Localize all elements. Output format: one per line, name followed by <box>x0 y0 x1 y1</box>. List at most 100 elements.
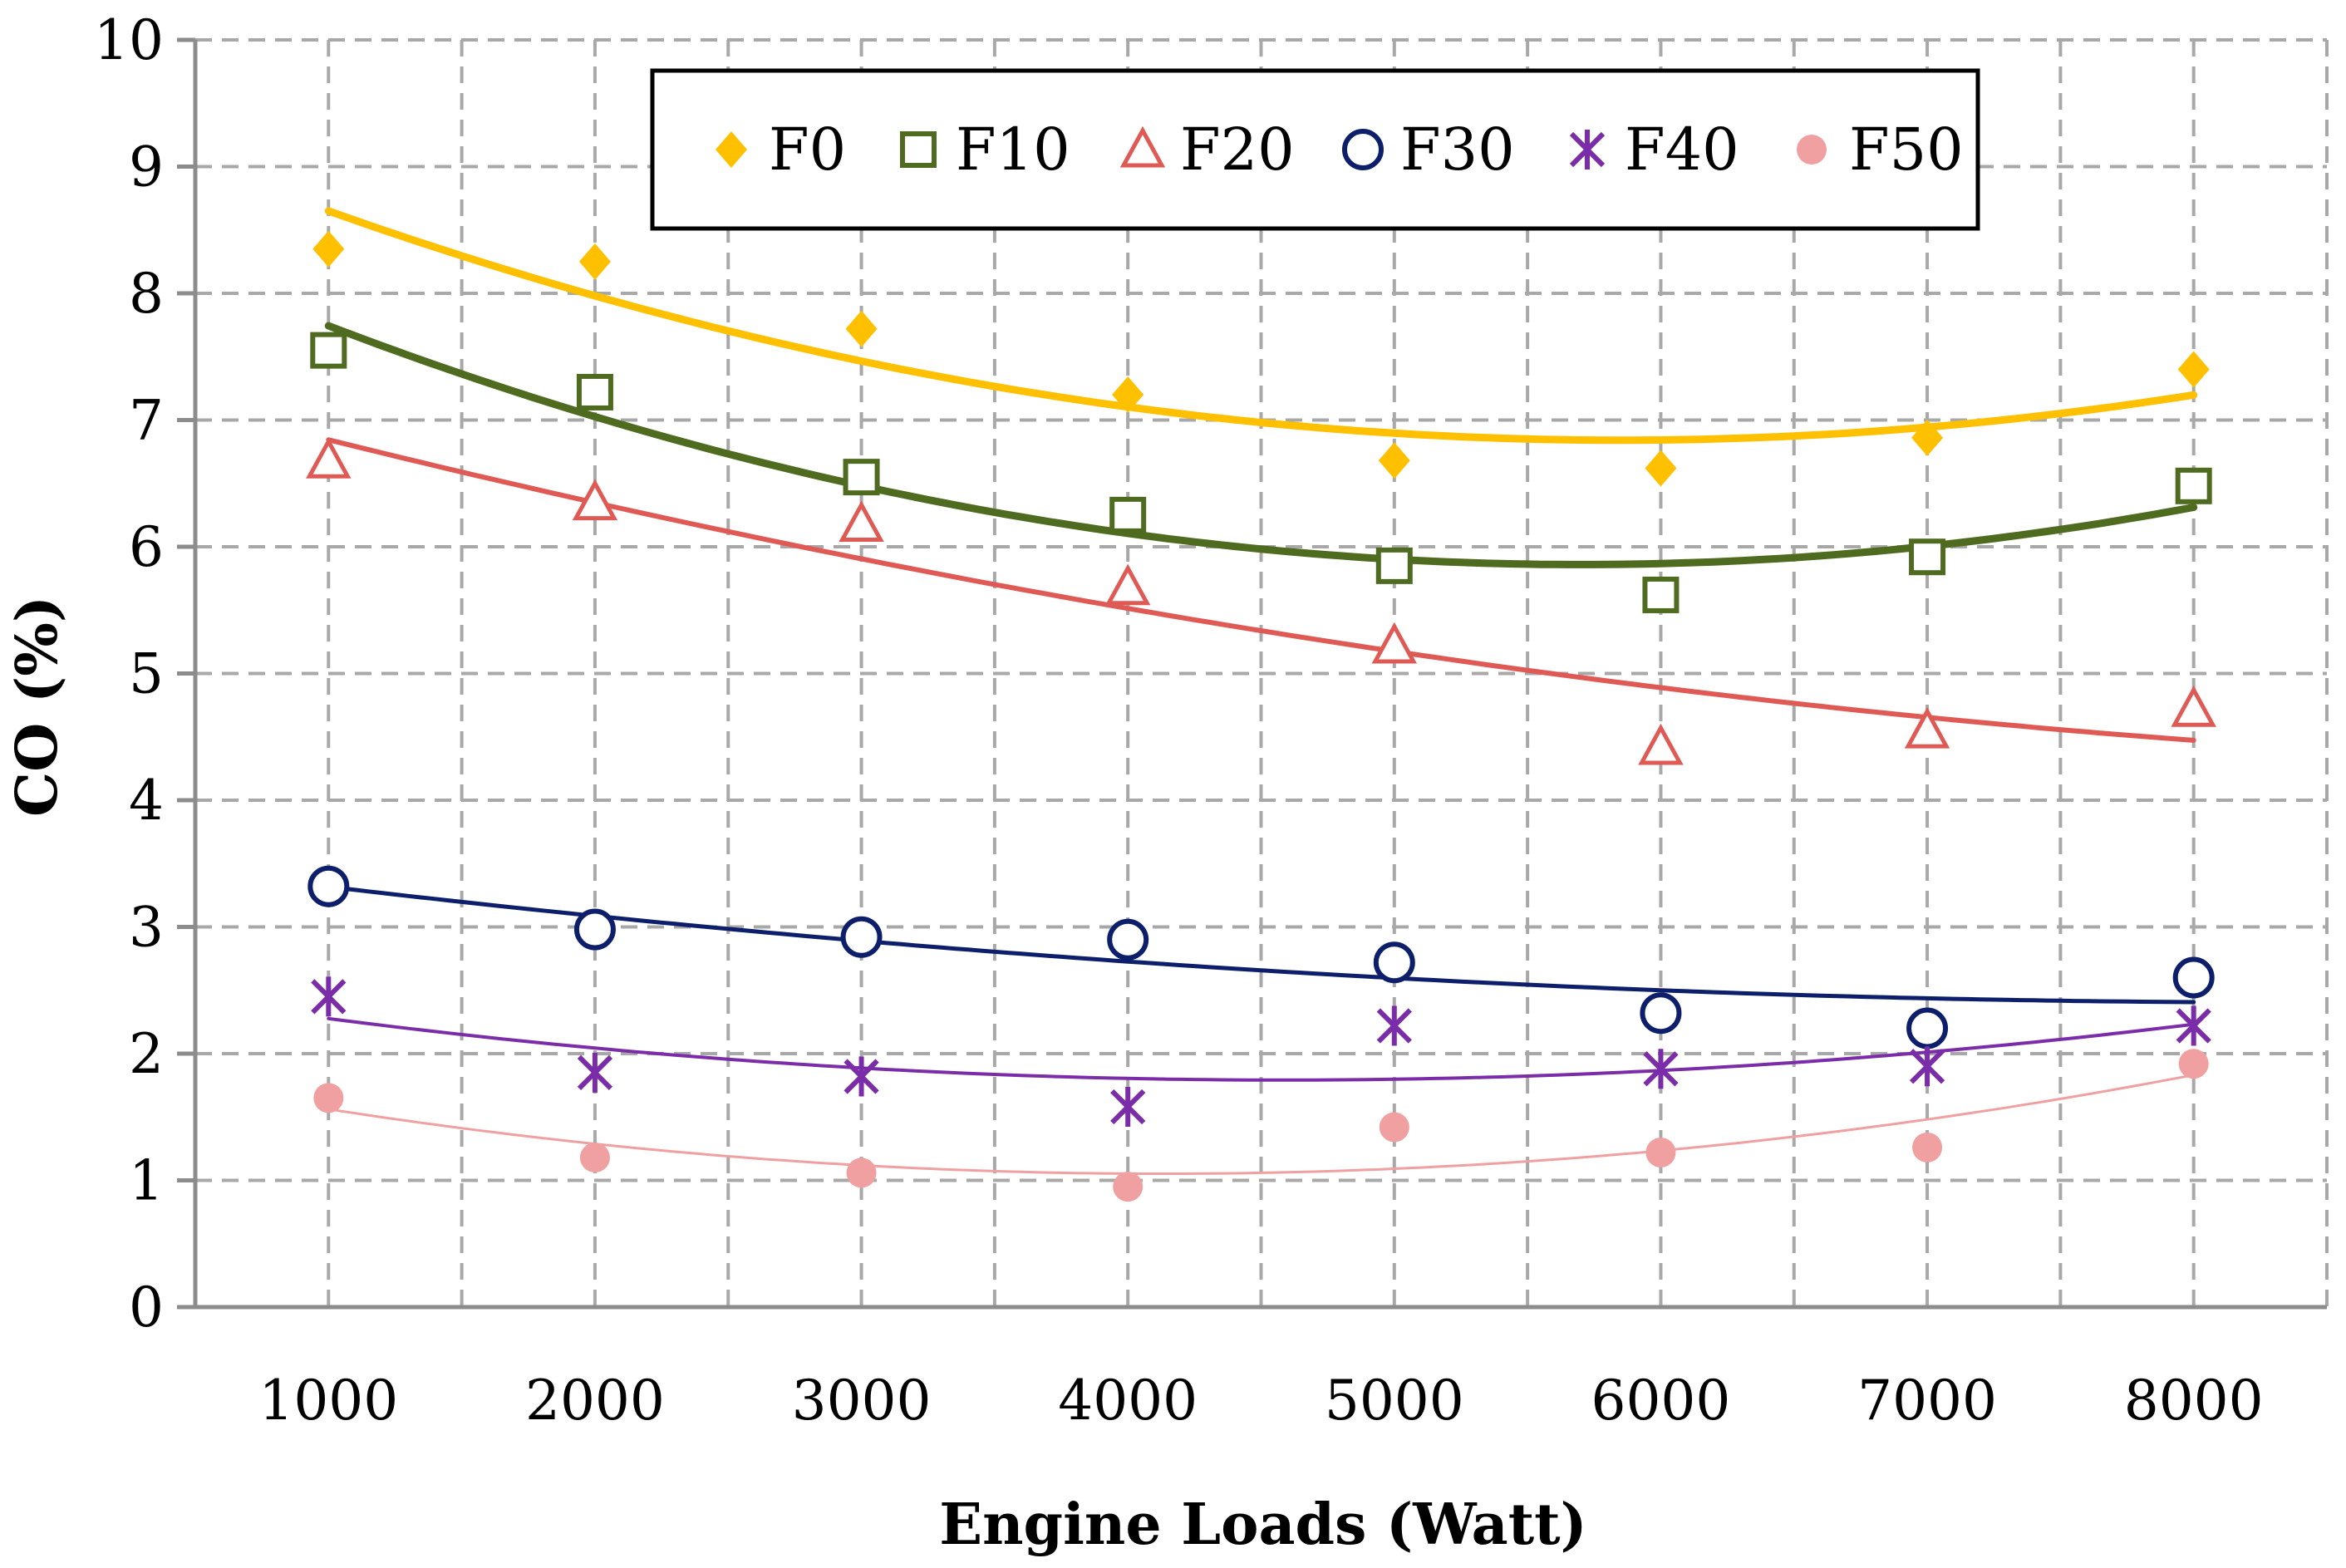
data-point-f50-shape <box>313 1083 344 1113</box>
x-tick-label: 1000 <box>258 1369 398 1433</box>
legend-marker-f50-shape <box>1797 135 1827 165</box>
data-point-f30 <box>1906 1007 1949 1049</box>
data-point-f10 <box>576 373 613 410</box>
y-tick-label: 7 <box>129 389 164 453</box>
data-point-f50 <box>579 1143 610 1173</box>
data-point-f40 <box>1110 1087 1146 1128</box>
data-point-f50 <box>1912 1132 1943 1162</box>
data-point-f30-shape <box>307 865 350 907</box>
legend-marker-f30-shape <box>1342 129 1384 170</box>
data-point-f10-shape <box>1642 576 1680 613</box>
data-point-f50-shape <box>1113 1172 1143 1202</box>
data-point-f20-shape <box>1638 723 1684 765</box>
data-point-f0-shape <box>1911 419 1944 456</box>
data-point-f20-shape <box>1104 563 1151 606</box>
data-point-f50 <box>2178 1049 2209 1079</box>
data-point-f40 <box>843 1056 879 1097</box>
y-axis-title: CO (%) <box>4 596 71 817</box>
x-tick-label: 4000 <box>1058 1369 1198 1433</box>
legend-items: F0 F10 F20 F30 F40 F50 <box>716 116 1964 184</box>
data-point-f20-shape <box>1371 622 1418 664</box>
x-tick-label: 8000 <box>2124 1369 2264 1433</box>
legend-label-f20: F20 <box>1180 116 1295 184</box>
data-point-f50-shape <box>846 1158 877 1188</box>
data-point-f10-shape <box>1109 496 1147 533</box>
data-point-f0-shape <box>1112 376 1144 413</box>
legend-item-f40: F40 <box>1569 116 1739 184</box>
y-tick-label: 6 <box>129 515 164 579</box>
y-tick-label: 2 <box>129 1022 164 1086</box>
data-point-f30-shape <box>2172 956 2215 999</box>
data-point-f20 <box>839 500 884 543</box>
data-point-f10-shape <box>1909 538 1946 576</box>
data-point-f30 <box>307 865 350 907</box>
legend-item-f30: F30 <box>1342 116 1515 184</box>
data-point-f20-shape <box>839 500 884 543</box>
data-point-f10 <box>2175 467 2212 504</box>
legend-marker-f0-shape <box>716 131 747 168</box>
data-point-f50 <box>846 1158 877 1188</box>
data-point-f30 <box>1107 918 1149 961</box>
data-point-f20 <box>2171 685 2216 727</box>
data-point-f40 <box>311 976 347 1017</box>
data-point-f50 <box>313 1083 344 1113</box>
data-points <box>306 230 2216 1202</box>
y-tick-label: 10 <box>94 8 164 72</box>
data-point-f0 <box>1911 419 1944 456</box>
data-point-f10-shape <box>843 459 880 496</box>
data-point-f30-shape <box>1906 1007 1949 1049</box>
data-point-f30 <box>1640 992 1682 1035</box>
data-point-f20 <box>1371 622 1418 664</box>
data-point-f10 <box>1109 496 1147 533</box>
legend-label-f50: F50 <box>1849 116 1964 184</box>
data-point-f10 <box>1375 547 1413 584</box>
y-tick-label: 5 <box>129 642 164 706</box>
data-point-f30-shape <box>1107 918 1149 961</box>
x-tick-label: 5000 <box>1325 1369 1464 1433</box>
data-point-f20 <box>1104 563 1151 606</box>
x-tick-label: 6000 <box>1591 1369 1730 1433</box>
data-point-f50-shape <box>1645 1137 1676 1167</box>
data-point-f30-shape <box>1373 941 1415 984</box>
legend-marker-f0 <box>716 131 747 168</box>
data-point-f20 <box>572 479 618 521</box>
data-point-f20-shape <box>2171 685 2216 727</box>
data-point-f30-shape <box>840 916 883 958</box>
data-point-f0 <box>1112 376 1144 413</box>
data-point-f30 <box>573 908 616 951</box>
data-point-f40 <box>1909 1046 1945 1087</box>
data-point-f30 <box>840 916 883 958</box>
legend-marker-f10 <box>900 131 937 168</box>
trendline-f40 <box>327 1016 2196 1082</box>
data-point-f40 <box>1376 1005 1412 1046</box>
y-tick-label: 3 <box>129 896 164 960</box>
data-point-f20 <box>306 437 352 479</box>
legend-label-f10: F10 <box>956 116 1070 184</box>
data-point-f10-shape <box>310 332 347 369</box>
y-tick-label: 1 <box>129 1149 164 1213</box>
y-tick-label: 8 <box>129 262 164 326</box>
data-point-f0 <box>578 243 611 280</box>
legend-label-f0: F0 <box>769 116 846 184</box>
data-point-f0-shape <box>1645 450 1677 487</box>
legend-box <box>650 68 1980 231</box>
data-point-f0 <box>312 230 345 268</box>
data-point-f50 <box>1379 1112 1409 1143</box>
data-point-f10 <box>1642 576 1680 613</box>
tick-labels: 0 1 2 3 4 5 6 7 8 9 10 1000 2000 3000 4000 5000 6000 7000… <box>94 8 2264 1433</box>
y-tick-label: 4 <box>129 769 164 833</box>
x-axis-title: Engine Loads (Watt) <box>939 1492 1586 1558</box>
data-point-f50 <box>1645 1137 1676 1167</box>
y-tick-label: 9 <box>129 135 164 199</box>
trendlines <box>324 207 2198 1175</box>
axes <box>177 37 2327 1310</box>
y-tick-label: 0 <box>129 1276 164 1339</box>
data-point-f10 <box>1909 538 1946 576</box>
data-point-f50-shape <box>1912 1132 1943 1162</box>
trendline-f50 <box>327 1074 2196 1175</box>
data-point-f40 <box>577 1052 613 1093</box>
legend-marker-f40 <box>1569 130 1606 170</box>
legend-marker-f30 <box>1342 129 1384 170</box>
data-point-f0-shape <box>1378 442 1410 479</box>
